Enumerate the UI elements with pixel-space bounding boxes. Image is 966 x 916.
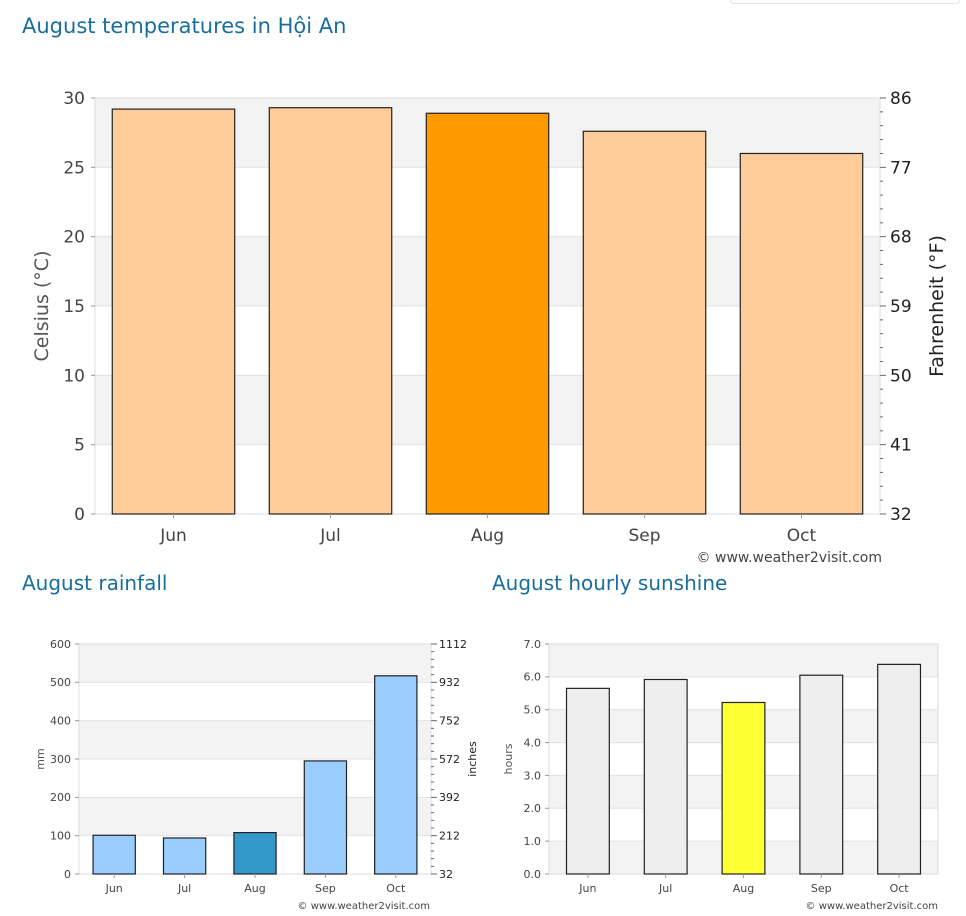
y2-tick-label: 86 (890, 89, 912, 109)
y2-tick-label: 41 (890, 436, 912, 456)
y2-tick-label: 572 (439, 753, 460, 766)
temperature-chart: 0 5 10 15 20 25 30 32 41 50 59 68 77 86 Jun Jul Aug Sep Oc… (31, 89, 948, 566)
y2-tick-label: 392 (439, 791, 460, 804)
y-tick-label: 100 (50, 830, 71, 843)
bar-aug (425, 112, 550, 515)
bar-sep (582, 130, 707, 515)
y-tick-label: 4.0 (524, 736, 542, 749)
x-tick-label: Sep (628, 526, 660, 546)
chart-credit: © www.weather2visit.com (697, 550, 882, 566)
y-tick-label: 0 (74, 505, 85, 525)
y-tick-label: 30 (63, 89, 85, 109)
y2-tick-label: 68 (890, 228, 912, 248)
y-tick-label: 6.0 (524, 671, 542, 684)
y-axis-label: Celsius (°C) (31, 251, 53, 362)
y-axis-label: hours (502, 743, 515, 774)
sunshine-chart-title: August hourly sunshine (492, 571, 728, 595)
x-tick-label: Jun (105, 882, 123, 895)
y-axis-label: mm (34, 748, 47, 769)
x-tick-label: Oct (787, 526, 817, 546)
x-tick-label: Oct (386, 882, 406, 895)
y-tick-label: 3.0 (524, 769, 542, 782)
x-tick-label: Aug (244, 882, 265, 895)
y-tick-label: 600 (50, 638, 71, 651)
bar-jun (111, 108, 236, 515)
x-tick-label: Sep (811, 882, 832, 895)
chart-credit: © www.weather2visit.com (806, 901, 938, 912)
x-tick-label: Jun (159, 526, 187, 546)
y-tick-label: 5 (74, 436, 85, 456)
grid-band (79, 644, 431, 683)
bar-aug (721, 701, 766, 875)
x-tick-label: Jul (658, 882, 672, 895)
y-tick-label: 10 (63, 366, 85, 386)
bar-oct (374, 675, 418, 875)
y-tick-label: 1.0 (524, 835, 542, 848)
x-tick-label: Jun (578, 882, 596, 895)
bar-sep (799, 674, 844, 875)
y-tick-label: 0 (64, 868, 71, 881)
y2-tick-label: 212 (439, 830, 460, 843)
bar-jun (565, 687, 610, 875)
grid-band (79, 797, 431, 836)
grid-band (549, 644, 938, 677)
sunshine-chart: 0.0 1.0 2.0 3.0 4.0 5.0 6.0 7.0 Jun Jul Aug Sep Oct h… (502, 638, 939, 912)
y-tick-label: 2.0 (524, 802, 542, 815)
y-tick-label: 15 (63, 297, 85, 317)
y-tick-label: 20 (63, 228, 85, 248)
y2-tick-label: 50 (890, 366, 912, 386)
y-tick-label: 7.0 (524, 638, 542, 651)
x-tick-label: Sep (315, 882, 336, 895)
y2-tick-label: 932 (439, 676, 460, 689)
bar-jul (268, 107, 393, 515)
x-tick-label: Aug (471, 526, 504, 546)
rainfall-chart: 0 100 200 300 400 500 600 32 212 392 572 752 932 1112… (34, 638, 479, 912)
y2-tick-label: 1112 (439, 638, 467, 651)
grid-band (79, 720, 431, 759)
bar-oct (739, 152, 864, 515)
y-tick-label: 200 (50, 791, 71, 804)
y-tick-label: 500 (50, 676, 71, 689)
x-tick-label: Jul (177, 882, 191, 895)
y2-tick-label: 77 (890, 158, 912, 178)
y2-axis-label: inches (466, 741, 479, 777)
y-tick-label: 0.0 (524, 868, 542, 881)
y-tick-label: 400 (50, 715, 71, 728)
y-tick-label: 300 (50, 753, 71, 766)
y-tick-label: 5.0 (524, 704, 542, 717)
bar-sep (303, 760, 348, 875)
bar-jul (162, 837, 207, 875)
chart-credit: © www.weather2visit.com (298, 901, 430, 912)
y2-tick-label: 752 (439, 715, 460, 728)
y2-tick-label: 32 (890, 505, 912, 525)
x-tick-label: Jul (319, 526, 341, 546)
bar-jul (643, 678, 688, 875)
x-tick-label: Aug (733, 882, 754, 895)
rainfall-chart-title: August rainfall (22, 571, 168, 595)
temperature-chart-title: August temperatures in Hội An (22, 14, 347, 38)
y2-tick-label: 59 (890, 297, 912, 317)
top-tab-edge (730, 0, 960, 4)
x-tick-label: Oct (890, 882, 910, 895)
bar-oct (877, 663, 922, 875)
y2-axis-label: Fahrenheit (°F) (926, 235, 948, 377)
y2-tick-label: 32 (439, 868, 453, 881)
bar-aug (233, 832, 277, 875)
y-tick-label: 25 (63, 158, 85, 178)
